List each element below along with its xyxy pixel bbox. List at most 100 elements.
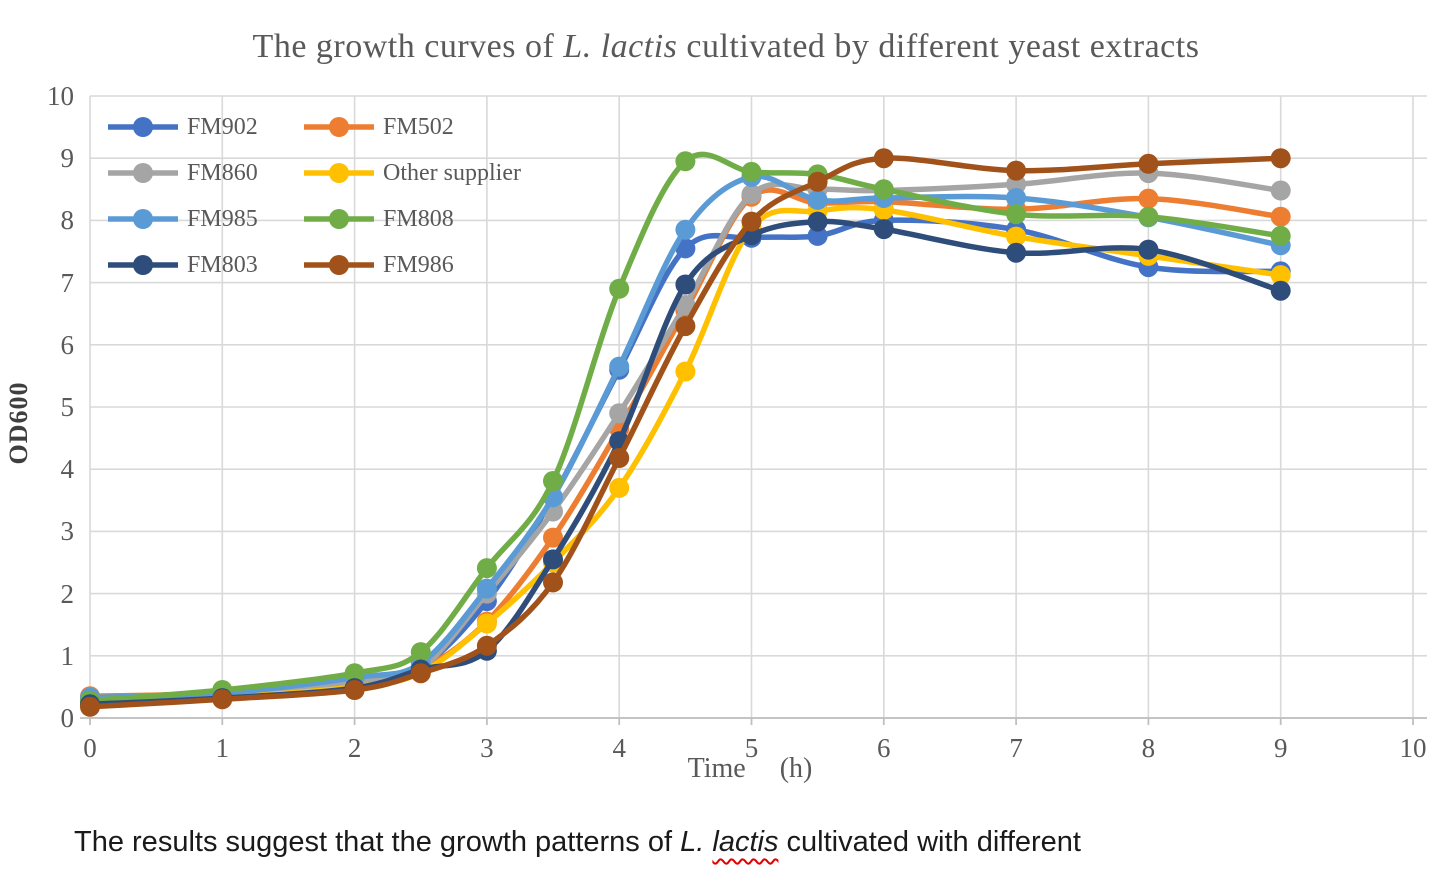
caption-segment-text: The results suggest that the growth patt… [74,826,681,858]
data-point-fm808 [741,161,762,182]
data-point-fm986 [609,448,630,468]
x-tick-label: 4 [612,733,626,763]
x-tick-label: 2 [347,733,362,763]
legend-marker-icon [108,255,178,275]
legend-item-fm803: FM803 [106,252,302,279]
legend-row: FM803 FM986 [106,242,521,288]
legend-label: FM803 [187,251,258,278]
data-point-fm902 [807,225,828,246]
data-point-fm985 [609,356,630,377]
data-point-fm808 [344,663,365,684]
legend-label: FM986 [383,251,454,278]
data-point-fm803 [1138,239,1159,260]
legend-item-fm985: FM985 [106,206,302,233]
data-point-fm860 [741,184,762,205]
legend-label: FM808 [383,205,454,232]
legend-item-fm808: FM808 [302,206,454,233]
data-point-fm986 [543,572,563,593]
legend-label: FM985 [187,205,258,232]
data-point-fm986 [212,689,233,710]
data-point-fm808 [873,179,894,200]
x-tick-label: 0 [83,733,97,763]
data-point-other-supplier [609,477,630,498]
legend-row: FM985 FM808 [106,196,521,242]
legend-marker-icon [304,117,374,137]
data-point-fm860 [1270,180,1291,201]
legend-row: FM860 Other supplier [106,150,521,196]
data-point-fm803 [543,549,563,570]
plot-area [80,95,1427,725]
x-axis-label-time: Time [687,753,746,784]
legend-marker-icon [108,209,178,229]
data-point-fm902 [675,238,696,259]
data-point-fm986 [741,211,762,232]
x-tick-label: 6 [877,733,891,763]
x-tick-label: 5 [744,733,759,763]
x-tick-label: 10 [1399,733,1427,763]
data-point-fm985 [675,219,696,240]
legend-label: FM502 [383,113,454,140]
y-tick-label: 7 [60,267,75,298]
data-point-other-supplier [1270,265,1291,286]
data-point-fm985 [476,578,497,599]
y-tick-label: 6 [60,329,75,360]
y-tick-label: 10 [47,81,74,111]
legend-marker-icon [304,163,374,183]
data-point-fm986 [80,696,100,717]
title-segment-italic: L. lactis [563,28,678,65]
data-point-fm986 [410,663,431,684]
legend-row: FM902 FM502 [106,104,521,150]
y-tick-label: 0 [60,703,75,733]
data-point-fm803 [807,211,828,232]
data-point-fm803 [1270,280,1291,301]
legend-marker-icon [108,163,178,183]
x-tick-label: 8 [1141,733,1156,763]
data-point-fm808 [609,278,630,299]
x-tick-label: 7 [1009,733,1023,763]
legend-label: Other supplier [383,159,521,186]
legend-label: FM860 [187,159,258,186]
data-point-fm986 [476,635,497,656]
data-point-fm502 [1270,206,1291,227]
data-point-fm803 [1006,242,1027,263]
legend-item-other-supplier: Other supplier [302,160,521,187]
y-tick-label: 1 [60,640,75,671]
data-point-fm803 [873,219,894,240]
data-point-fm808 [476,558,497,579]
data-point-fm808 [543,471,563,491]
y-tick-label: 9 [60,143,75,174]
data-point-fm808 [410,642,431,663]
title-segment-text: cultivated by different yeast extracts [677,28,1200,65]
data-point-fm808 [1270,225,1291,246]
data-point-fm986 [675,316,696,337]
y-tick-label: 8 [60,205,75,236]
data-point-other-supplier [476,613,497,634]
x-tick-label: 9 [1273,733,1288,763]
y-tick-label: 4 [60,454,75,485]
y-tick-label: 2 [60,578,75,609]
data-point-other-supplier [675,361,696,382]
legend-item-fm860: FM860 [106,160,302,187]
chart-title: The growth curves of L. lactis cultivate… [0,28,1452,66]
data-point-fm860 [609,403,630,424]
data-point-fm986 [1006,160,1027,181]
caption-segment-italic: L. [680,826,713,858]
caption-segment-text: cultivated with different [778,826,1081,858]
data-point-fm808 [1138,206,1159,227]
y-tick-label: 5 [60,392,75,422]
data-point-fm985 [1006,188,1027,208]
legend-item-fm986: FM986 [302,252,454,279]
data-point-fm808 [675,151,696,172]
legend-marker-icon [108,117,178,137]
data-point-fm986 [873,148,894,169]
legend-marker-icon [304,255,374,275]
data-point-fm502 [543,527,563,548]
legend-item-fm502: FM502 [302,114,454,141]
chart-legend: FM902 FM502 FM860 Other supplier FM985 FM808 F… [106,104,521,288]
data-point-fm808 [1006,204,1027,225]
data-point-fm986 [807,171,828,192]
title-segment-text: The growth curves of [252,28,564,65]
caption: The results suggest that the growth patt… [74,826,1444,859]
data-point-fm986 [344,680,365,700]
data-point-fm860 [1006,174,1027,195]
